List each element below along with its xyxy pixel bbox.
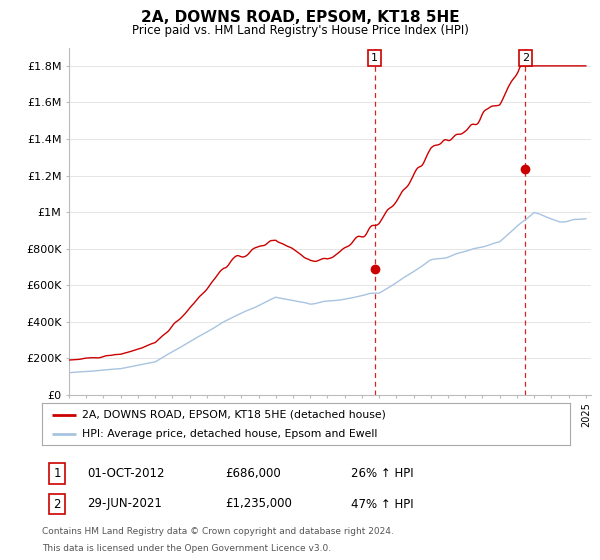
Text: 1: 1 <box>371 53 378 63</box>
Text: 26% ↑ HPI: 26% ↑ HPI <box>351 466 413 480</box>
Text: 2A, DOWNS ROAD, EPSOM, KT18 5HE (detached house): 2A, DOWNS ROAD, EPSOM, KT18 5HE (detache… <box>82 409 385 419</box>
Text: 29-JUN-2021: 29-JUN-2021 <box>87 497 162 511</box>
Text: Price paid vs. HM Land Registry's House Price Index (HPI): Price paid vs. HM Land Registry's House … <box>131 24 469 37</box>
Text: 2A, DOWNS ROAD, EPSOM, KT18 5HE: 2A, DOWNS ROAD, EPSOM, KT18 5HE <box>140 10 460 25</box>
Text: 01-OCT-2012: 01-OCT-2012 <box>87 466 164 480</box>
Text: 47% ↑ HPI: 47% ↑ HPI <box>351 497 413 511</box>
Text: £1,235,000: £1,235,000 <box>225 497 292 511</box>
Text: Contains HM Land Registry data © Crown copyright and database right 2024.: Contains HM Land Registry data © Crown c… <box>42 528 394 536</box>
Text: HPI: Average price, detached house, Epsom and Ewell: HPI: Average price, detached house, Epso… <box>82 429 377 439</box>
Text: This data is licensed under the Open Government Licence v3.0.: This data is licensed under the Open Gov… <box>42 544 331 553</box>
Text: £686,000: £686,000 <box>225 466 281 480</box>
Text: 2: 2 <box>522 53 529 63</box>
Text: 2: 2 <box>53 497 61 511</box>
Text: 1: 1 <box>53 466 61 480</box>
